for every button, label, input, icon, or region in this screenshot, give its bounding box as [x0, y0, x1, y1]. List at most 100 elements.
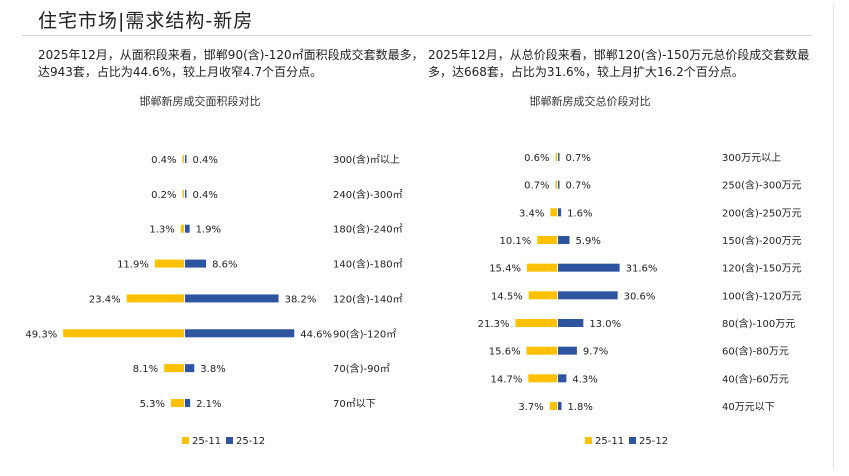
data-label: 1.3%: [149, 225, 174, 236]
data-label: 14.7%: [491, 374, 523, 385]
data-label: 8.6%: [212, 260, 237, 271]
data-label: 14.5%: [491, 291, 523, 302]
bar-25-12-0: [185, 155, 187, 163]
category-label: 250(含)-300万元: [722, 179, 802, 192]
bar-25-12-1: [558, 181, 560, 189]
category-label: 120(含)-140㎡: [333, 292, 403, 305]
data-label: 0.6%: [524, 153, 549, 164]
bar-25-11-6: [164, 364, 184, 372]
data-label: 0.4%: [193, 155, 218, 166]
data-label: 0.7%: [566, 153, 591, 164]
category-label: 120(含)-150万元: [722, 262, 802, 275]
bar-25-11-5: [529, 291, 557, 299]
data-label: 0.7%: [566, 181, 591, 192]
bar-25-12-3: [185, 260, 206, 268]
legend-swatch-curr: [629, 437, 636, 444]
bar-25-11-7: [171, 399, 184, 407]
data-label: 13.0%: [589, 319, 621, 330]
data-label: 3.4%: [519, 208, 544, 219]
category-label: 80(含)-100万元: [722, 317, 795, 330]
legend-swatch-prev: [182, 437, 189, 444]
bar-25-11-8: [528, 374, 557, 382]
bar-25-11-1: [556, 181, 558, 189]
data-label: 8.1%: [133, 364, 158, 375]
data-label: 15.6%: [489, 347, 521, 358]
bar-25-12-2: [185, 225, 190, 233]
bar-25-12-7: [558, 347, 577, 355]
bar-25-12-7: [185, 399, 190, 407]
bar-25-12-9: [558, 402, 562, 410]
bar-25-11-0: [556, 153, 558, 161]
bar-25-11-4: [527, 264, 557, 272]
data-label: 10.1%: [500, 236, 532, 247]
bar-25-11-2: [181, 225, 184, 233]
legend-label: 25-12: [236, 436, 265, 447]
bar-25-12-5: [558, 291, 618, 299]
legend-label: 25-11: [192, 436, 221, 447]
data-label: 1.8%: [568, 402, 593, 413]
category-label: 100(含)-120万元: [722, 289, 802, 302]
data-label: 5.9%: [576, 236, 601, 247]
data-label: 11.9%: [117, 260, 149, 271]
bar-25-11-9: [550, 402, 557, 410]
bar-25-12-0: [558, 153, 560, 161]
data-label: 4.3%: [572, 374, 597, 385]
category-label: 150(含)-200万元: [722, 234, 802, 247]
header-divider: [22, 35, 812, 36]
bar-25-11-6: [515, 319, 557, 327]
price-summary-text: 2025年12月，从总价段来看，邯郸120(含)-150万元总价段成交套数最多，…: [428, 47, 820, 81]
category-label: 70(含)-90㎡: [333, 362, 390, 375]
data-label: 49.3%: [25, 329, 57, 340]
data-label: 3.7%: [518, 402, 543, 413]
bar-25-11-4: [127, 294, 184, 302]
data-label: 30.6%: [624, 291, 656, 302]
category-label: 90(含)-120㎡: [333, 327, 396, 340]
data-label: 31.6%: [626, 264, 658, 275]
data-label: 2.1%: [196, 399, 221, 410]
bar-25-12-4: [558, 264, 620, 272]
data-label: 0.2%: [151, 190, 176, 201]
data-label: 23.4%: [89, 294, 121, 305]
category-label: 180(含)-240㎡: [333, 223, 403, 236]
bar-25-11-3: [155, 260, 184, 268]
bar-25-12-6: [558, 319, 583, 327]
category-label: 60(含)-80万元: [722, 345, 789, 358]
page-header: 住宅市场|需求结构-新房: [0, 0, 849, 40]
chart-title: 邯郸新房成交总价段对比: [530, 94, 651, 108]
data-label: 0.7%: [524, 181, 549, 192]
price-segment-chart: 邯郸新房成交总价段对比 0.6% 0.7% 300万元以上 0.7% 0.7% 250(含)…: [420, 92, 840, 454]
legend-label: 25-12: [639, 436, 668, 447]
bar-25-11-7: [527, 347, 557, 355]
bar-25-11-0: [183, 155, 185, 163]
category-label: 200(含)-250万元: [722, 206, 802, 219]
category-label: 70㎡以下: [333, 398, 376, 410]
data-label: 1.9%: [196, 225, 221, 236]
area-segment-chart: 邯郸新房成交面积段对比0.4% 0.4% 300(含)㎡以上0.2% 0.4% 240(…: [22, 92, 422, 454]
bar-25-12-5: [185, 329, 294, 337]
bar-25-12-1: [185, 190, 187, 198]
data-label: 38.2%: [285, 294, 317, 305]
bar-25-11-1: [183, 190, 185, 198]
category-label: 40(含)-60万元: [722, 372, 789, 385]
data-label: 5.3%: [140, 399, 165, 410]
category-label: 300(含)㎡以上: [333, 153, 400, 166]
legend-swatch-prev: [585, 437, 592, 444]
area-summary-text: 2025年12月，从面积段来看，邯郸90(含)-120㎡面积段成交套数最多，达9…: [38, 47, 430, 81]
category-label: 40万元以下: [722, 402, 775, 413]
bar-25-11-3: [537, 236, 557, 244]
category-label: 300万元以上: [722, 152, 781, 164]
legend-label: 25-11: [595, 436, 624, 447]
legend-swatch-curr: [226, 437, 233, 444]
data-label: 15.4%: [489, 264, 521, 275]
data-label: 1.6%: [567, 208, 592, 219]
data-label: 0.4%: [151, 155, 176, 166]
bar-25-12-2: [558, 208, 561, 216]
data-label: 21.3%: [478, 319, 510, 330]
data-label: 44.6%: [300, 329, 332, 340]
category-label: 140(含)-180㎡: [333, 258, 403, 271]
bar-25-12-6: [185, 364, 194, 372]
bar-25-12-3: [558, 236, 570, 244]
data-label: 3.8%: [200, 364, 225, 375]
bar-25-11-2: [550, 208, 557, 216]
category-label: 240(含)-300㎡: [333, 188, 403, 201]
